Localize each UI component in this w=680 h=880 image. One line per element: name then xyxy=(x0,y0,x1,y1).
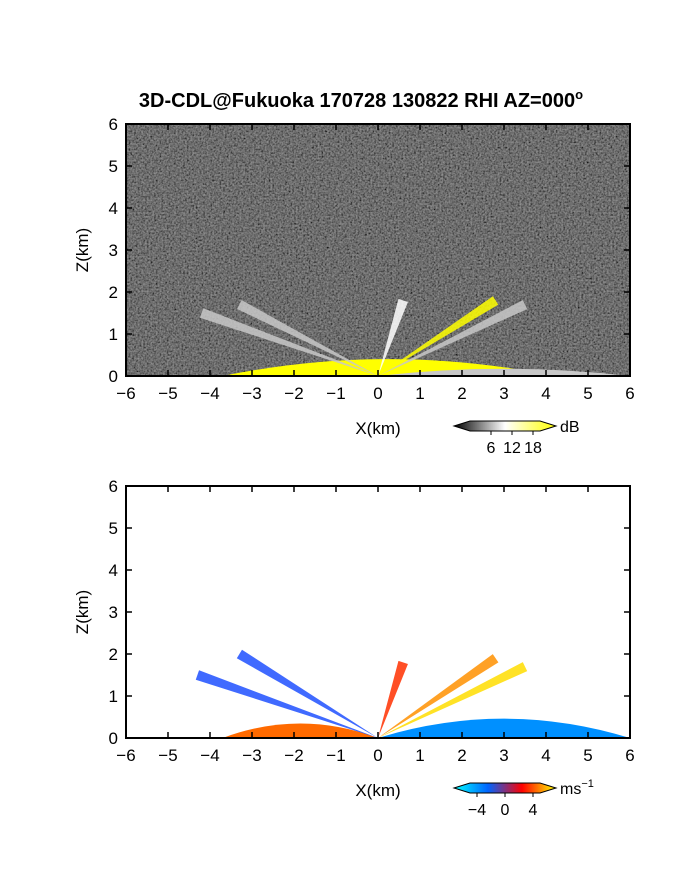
ray-feature xyxy=(236,649,378,738)
colorbar-ramp xyxy=(452,782,558,794)
colorbar-tick-label: 18 xyxy=(524,440,542,457)
x-tick-label: −4 xyxy=(200,746,219,765)
y-axis-label: Z(km) xyxy=(73,590,92,634)
y-tick-label: 3 xyxy=(109,603,118,622)
ray-feature xyxy=(378,300,528,376)
y-tick-label: 6 xyxy=(109,115,118,134)
top-features xyxy=(199,296,630,376)
bottom-panel: −6 −5 −4 −3 −2 −1 0 1 2 3 4 5 6 0 1 2 3 4 5 6 X(km) Z(km) ms−… xyxy=(73,477,635,819)
colorbar-tick-label: 12 xyxy=(503,440,521,457)
colorbar-unit-label: dB xyxy=(560,419,580,436)
x-tick-label: −3 xyxy=(242,384,261,403)
x-tick-label: 1 xyxy=(415,384,424,403)
x-tick-label: −5 xyxy=(158,746,177,765)
ray-feature xyxy=(199,308,378,376)
x-tick-label: −2 xyxy=(284,746,303,765)
y-tick-label: 4 xyxy=(109,561,118,580)
x-tick-label: 5 xyxy=(583,384,592,403)
ray-feature xyxy=(378,654,499,738)
x-tick-label: −5 xyxy=(158,384,177,403)
x-tick-label: −1 xyxy=(326,746,345,765)
y-tick-label: 5 xyxy=(109,519,118,538)
y-tick-label: 5 xyxy=(109,157,118,176)
x-axis-label: X(km) xyxy=(355,781,400,800)
x-tick-label: 5 xyxy=(583,746,592,765)
colorbar-tick-label: 4 xyxy=(529,802,538,819)
x-tick-label: −6 xyxy=(116,384,135,403)
y-tick-label: 6 xyxy=(109,477,118,496)
y-tick-label: 0 xyxy=(109,367,118,386)
x-tick-label: −3 xyxy=(242,746,261,765)
top-axes: −6 −5 −4 −3 −2 −1 0 1 2 3 4 5 6 0 1 2 3 4 5 6 X(km) Z(km) xyxy=(73,115,635,438)
x-tick-label: −1 xyxy=(326,384,345,403)
x-tick-label: 0 xyxy=(373,746,382,765)
x-tick-label: −2 xyxy=(284,384,303,403)
ray-feature xyxy=(378,298,408,376)
x-tick-label: −4 xyxy=(200,384,219,403)
bottom-features xyxy=(195,649,630,738)
layer-feature xyxy=(222,723,378,738)
ray-feature xyxy=(378,660,408,738)
ray-feature xyxy=(195,670,378,738)
layer-feature xyxy=(378,718,630,738)
y-tick-label: 2 xyxy=(109,645,118,664)
y-tick-label: 3 xyxy=(109,241,118,260)
x-tick-label: 3 xyxy=(499,746,508,765)
colorbar-tick-label: 6 xyxy=(487,440,496,457)
ray-feature xyxy=(237,300,378,376)
ray-feature xyxy=(378,662,528,738)
x-tick-label: 6 xyxy=(625,746,634,765)
bottom-axes: −6 −5 −4 −3 −2 −1 0 1 2 3 4 5 6 0 1 2 3 4 5 6 X(km) Z(km) xyxy=(73,477,635,800)
x-tick-label: 2 xyxy=(457,746,466,765)
colorbar-ramp xyxy=(452,420,558,432)
x-tick-label: 2 xyxy=(457,384,466,403)
chart-title: 3D-CDL@Fukuoka 170728 130822 RHI AZ=000o xyxy=(139,87,583,112)
x-tick-label: 1 xyxy=(415,746,424,765)
bottom-colorbar: ms−1 −4 0 4 xyxy=(452,778,594,819)
y-tick-label: 0 xyxy=(109,729,118,748)
y-tick-label: 4 xyxy=(109,199,118,218)
x-tick-label: 6 xyxy=(625,384,634,403)
y-tick-label: 1 xyxy=(109,687,118,706)
colorbar-tick-label: 0 xyxy=(501,802,510,819)
top-colorbar: dB 6 12 18 xyxy=(452,419,580,457)
x-axis-label: X(km) xyxy=(355,419,400,438)
bottom-plot-background xyxy=(126,486,630,738)
x-tick-label: 4 xyxy=(541,384,550,403)
x-tick-label: 3 xyxy=(499,384,508,403)
y-tick-label: 1 xyxy=(109,325,118,344)
top-noise-texture xyxy=(126,124,630,376)
y-tick-label: 2 xyxy=(109,283,118,302)
x-tick-label: −6 xyxy=(116,746,135,765)
colorbar-tick-label: −4 xyxy=(468,802,486,819)
x-tick-label: 4 xyxy=(541,746,550,765)
colorbar-unit-label: ms−1 xyxy=(560,778,594,798)
y-axis-label: Z(km) xyxy=(73,228,92,272)
x-tick-label: 0 xyxy=(373,384,382,403)
ray-feature xyxy=(378,296,499,376)
